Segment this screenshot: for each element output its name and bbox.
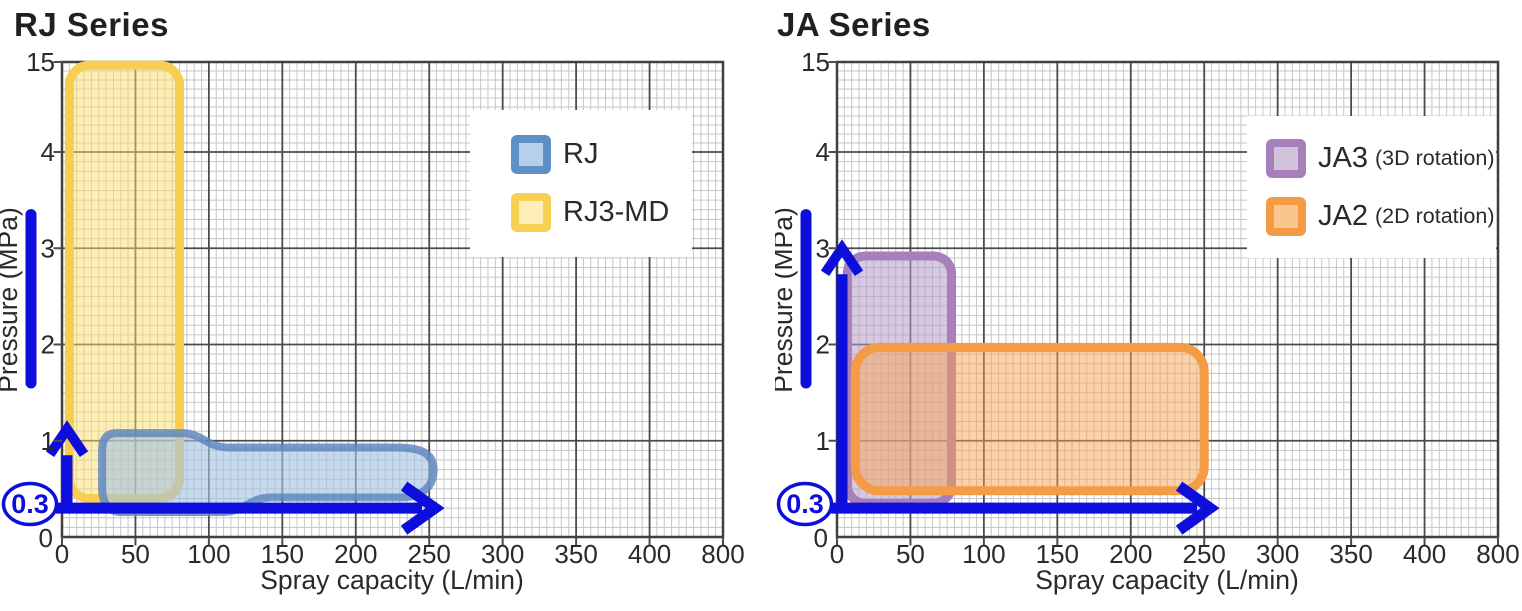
legend-sublabel-ja2: (2D rotation)	[1374, 203, 1495, 228]
plot-border	[60, 60, 725, 539]
svg-text:350: 350	[554, 539, 597, 569]
legend-item-ja3: JA3 (3D rotation)	[1247, 138, 1496, 178]
svg-text:0: 0	[39, 523, 53, 553]
legend-label-rj3-md: RJ3-MD	[563, 196, 670, 228]
x-axis-title: Spray capacity (L/min)	[1035, 565, 1299, 595]
legend-swatch-rj3-md	[511, 193, 551, 232]
legend-rj-series: RJ RJ3-MD	[470, 110, 692, 257]
y-axis-title: Pressure (MPa)	[775, 207, 798, 393]
x-axis-arrow	[56, 481, 445, 535]
svg-text:50: 50	[896, 539, 925, 569]
svg-text:100: 100	[187, 539, 230, 569]
svg-text:1: 1	[816, 426, 830, 456]
legend-swatch-ja3	[1266, 138, 1306, 178]
x-axis-arrow	[831, 481, 1220, 535]
svg-text:15: 15	[801, 47, 830, 77]
chart-title-rj-series: RJ Series	[14, 6, 169, 43]
svg-text:400: 400	[628, 539, 671, 569]
legend-ja-series: JA3 (3D rotation) JA2 (2D rotation)	[1247, 116, 1496, 258]
svg-text:300: 300	[1256, 539, 1299, 569]
svg-text:0: 0	[55, 539, 69, 569]
svg-text:Spray capacity (L/min): Spray capacity (L/min)	[260, 565, 524, 595]
legend-label-ja2: JA2	[1318, 199, 1368, 232]
svg-text:0.3: 0.3	[11, 489, 49, 519]
svg-text:Pressure (MPa): Pressure (MPa)	[775, 207, 798, 393]
svg-text:250: 250	[1183, 539, 1226, 569]
legend-label-ja3: JA3	[1318, 141, 1368, 174]
region-rj	[98, 429, 438, 516]
x-axis-title: Spray capacity (L/min)	[260, 565, 524, 595]
svg-text:0.3: 0.3	[786, 489, 824, 519]
rj-series-plot: 0.30 50 100 150 200 250 300 350 400 8001543210Spr…	[0, 47, 745, 595]
y-tick-labels: 15 4 3 2 1 0	[26, 47, 62, 553]
svg-text:400: 400	[1403, 539, 1446, 569]
svg-text:50: 50	[121, 539, 150, 569]
svg-text:Spray capacity (L/min): Spray capacity (L/min)	[1035, 565, 1299, 595]
legend-sublabel-ja3: (3D rotation)	[1374, 145, 1495, 170]
svg-text:0: 0	[830, 539, 844, 569]
svg-text:15: 15	[26, 47, 55, 77]
svg-text:200: 200	[334, 539, 377, 569]
svg-text:3: 3	[41, 233, 55, 263]
svg-text:3: 3	[816, 233, 830, 263]
region-ja2	[850, 342, 1209, 496]
svg-text:Pressure (MPa): Pressure (MPa)	[0, 207, 23, 393]
x-tick-labels: 0 50 100 150 200 250 300 350 400 800	[830, 537, 1520, 569]
legend-swatch-ja2	[1266, 196, 1306, 236]
x-tick-labels: 0 50 100 150 200 250 300 350 400 800	[55, 537, 745, 569]
legend-swatch-rj	[511, 135, 551, 174]
svg-text:4: 4	[816, 137, 830, 167]
svg-text:150: 150	[1036, 539, 1079, 569]
legend-item-ja2: JA2 (2D rotation)	[1247, 196, 1496, 236]
svg-text:150: 150	[261, 539, 304, 569]
legend-item-rj3-md: RJ3-MD	[470, 193, 692, 232]
svg-text:250: 250	[408, 539, 451, 569]
svg-text:800: 800	[1476, 539, 1519, 569]
origin-annotation: 0.3	[1, 481, 59, 527]
svg-text:100: 100	[962, 539, 1005, 569]
y-axis-title: Pressure (MPa)	[0, 207, 23, 393]
svg-text:200: 200	[1109, 539, 1152, 569]
chart-title-ja-series: JA Series	[777, 6, 931, 43]
svg-text:1: 1	[41, 426, 55, 456]
origin-annotation: 0.3	[776, 481, 834, 527]
legend-item-rj: RJ	[470, 135, 692, 174]
y-tick-labels: 15 4 3 2 1 0	[801, 47, 837, 553]
ja-series-plot: 0.30 50 100 150 200 250 300 350 400 8001543210Spr…	[775, 47, 1520, 595]
svg-text:2: 2	[816, 330, 830, 360]
y-axis-arrow	[820, 239, 864, 511]
svg-text:2: 2	[41, 330, 55, 360]
y-axis-arrow	[45, 420, 89, 511]
svg-text:350: 350	[1329, 539, 1372, 569]
svg-text:0: 0	[814, 523, 828, 553]
svg-text:800: 800	[701, 539, 744, 569]
legend-label-rj: RJ	[563, 138, 599, 170]
svg-text:300: 300	[481, 539, 524, 569]
svg-text:4: 4	[41, 137, 55, 167]
